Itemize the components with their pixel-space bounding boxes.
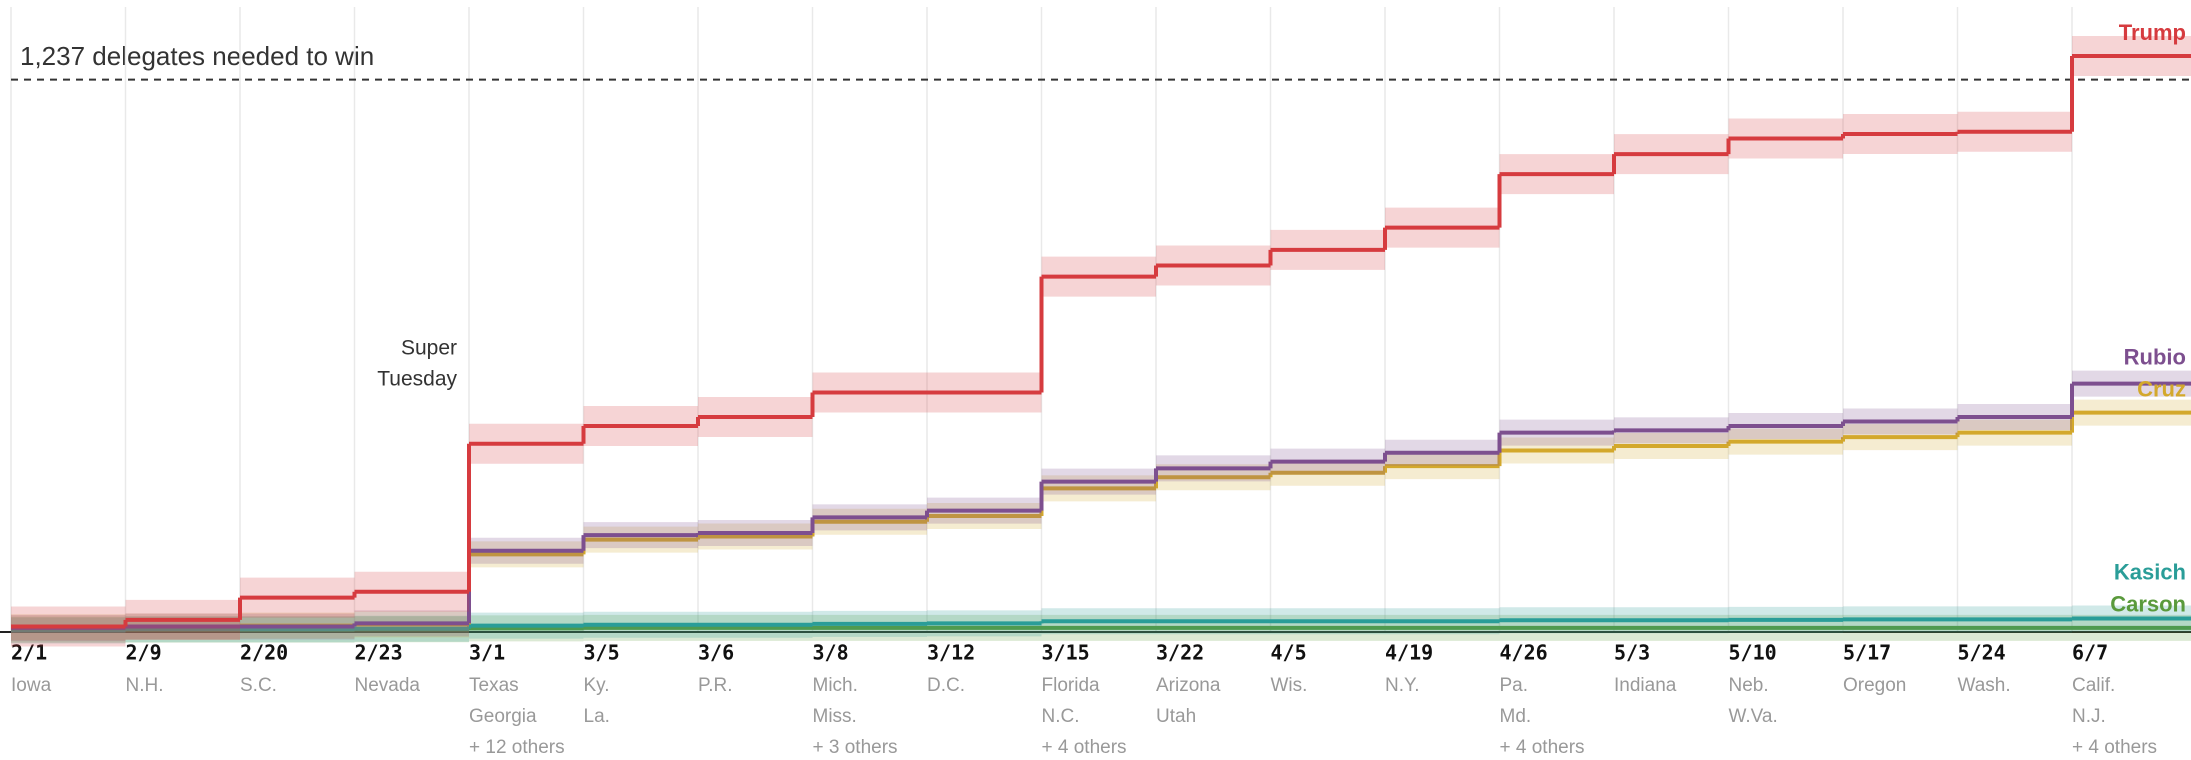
threshold-label: 1,237 delegates needed to win <box>20 41 374 71</box>
x-tick-note: N.H. <box>126 675 164 696</box>
x-tick-note: Indiana <box>1614 675 1677 696</box>
x-tick-label: 4/19 <box>1385 641 1433 665</box>
x-tick-note: Texas <box>469 675 519 696</box>
step-band <box>11 36 2191 647</box>
x-tick-note: Oregon <box>1843 675 1906 696</box>
x-tick-label: 2/9 <box>126 641 162 665</box>
series <box>11 605 2191 644</box>
x-tick-label: 4/5 <box>1271 641 1307 665</box>
x-tick-note: Ky. <box>584 675 610 696</box>
x-tick-note: Wis. <box>1271 675 1308 696</box>
x-tick-label: 3/22 <box>1156 641 1204 665</box>
x-tick-label: 2/23 <box>355 641 403 665</box>
x-tick-note: Iowa <box>11 675 52 696</box>
x-tick-label: 3/5 <box>584 641 620 665</box>
legend-label: Rubio <box>2124 344 2186 369</box>
x-tick-note: + 3 others <box>813 737 898 758</box>
x-tick-note: N.C. <box>1042 706 1080 727</box>
legend-label: Carson <box>2110 592 2186 617</box>
x-tick-label: 5/3 <box>1614 641 1650 665</box>
x-tick-note: + 4 others <box>1042 737 1127 758</box>
x-tick-note: Calif. <box>2072 675 2115 696</box>
x-tick-note: + 12 others <box>469 737 565 758</box>
x-tick-note: Utah <box>1156 706 1196 727</box>
annotation: Super <box>401 337 457 360</box>
x-tick-note: + 4 others <box>2072 737 2157 758</box>
x-tick-label: 5/17 <box>1843 641 1891 665</box>
x-tick-note: W.Va. <box>1729 706 1778 727</box>
x-tick-note: Wash. <box>1958 675 2011 696</box>
x-tick-label: 2/1 <box>11 641 47 665</box>
x-tick-note: + 4 others <box>1500 737 1585 758</box>
x-tick-note: Georgia <box>469 706 537 727</box>
x-tick-note: La. <box>584 706 610 727</box>
x-tick-label: 5/10 <box>1729 641 1777 665</box>
x-tick-note: Arizona <box>1156 675 1221 696</box>
x-tick-note: P.R. <box>698 675 733 696</box>
x-tick-label: 3/8 <box>813 641 849 665</box>
x-tick-note: Mich. <box>813 675 858 696</box>
x-tick-note: Nevada <box>355 675 421 696</box>
x-tick-label: 3/12 <box>927 641 975 665</box>
annotation: Tuesday <box>377 368 457 391</box>
x-tick-note: D.C. <box>927 675 965 696</box>
x-tick-note: Md. <box>1500 706 1532 727</box>
x-tick-label: 2/20 <box>240 641 288 665</box>
x-tick-label: 5/24 <box>1958 641 2006 665</box>
x-tick-note: N.J. <box>2072 706 2106 727</box>
x-tick-note: N.Y. <box>1385 675 1420 696</box>
x-tick-label: 3/6 <box>698 641 734 665</box>
legend-label: Cruz <box>2137 376 2186 401</box>
x-tick-note: Florida <box>1042 675 1101 696</box>
x-tick-note: S.C. <box>240 675 277 696</box>
x-tick-label: 3/15 <box>1042 641 1090 665</box>
series <box>11 36 2191 647</box>
x-tick-note: Neb. <box>1729 675 1769 696</box>
legend-label: Trump <box>2119 20 2186 45</box>
x-tick-note: Miss. <box>813 706 857 727</box>
x-tick-note: Pa. <box>1500 675 1529 696</box>
legend-label: Kasich <box>2114 560 2186 585</box>
x-tick-label: 4/26 <box>1500 641 1548 665</box>
x-tick-label: 6/7 <box>2072 641 2108 665</box>
x-tick-label: 3/1 <box>469 641 505 665</box>
